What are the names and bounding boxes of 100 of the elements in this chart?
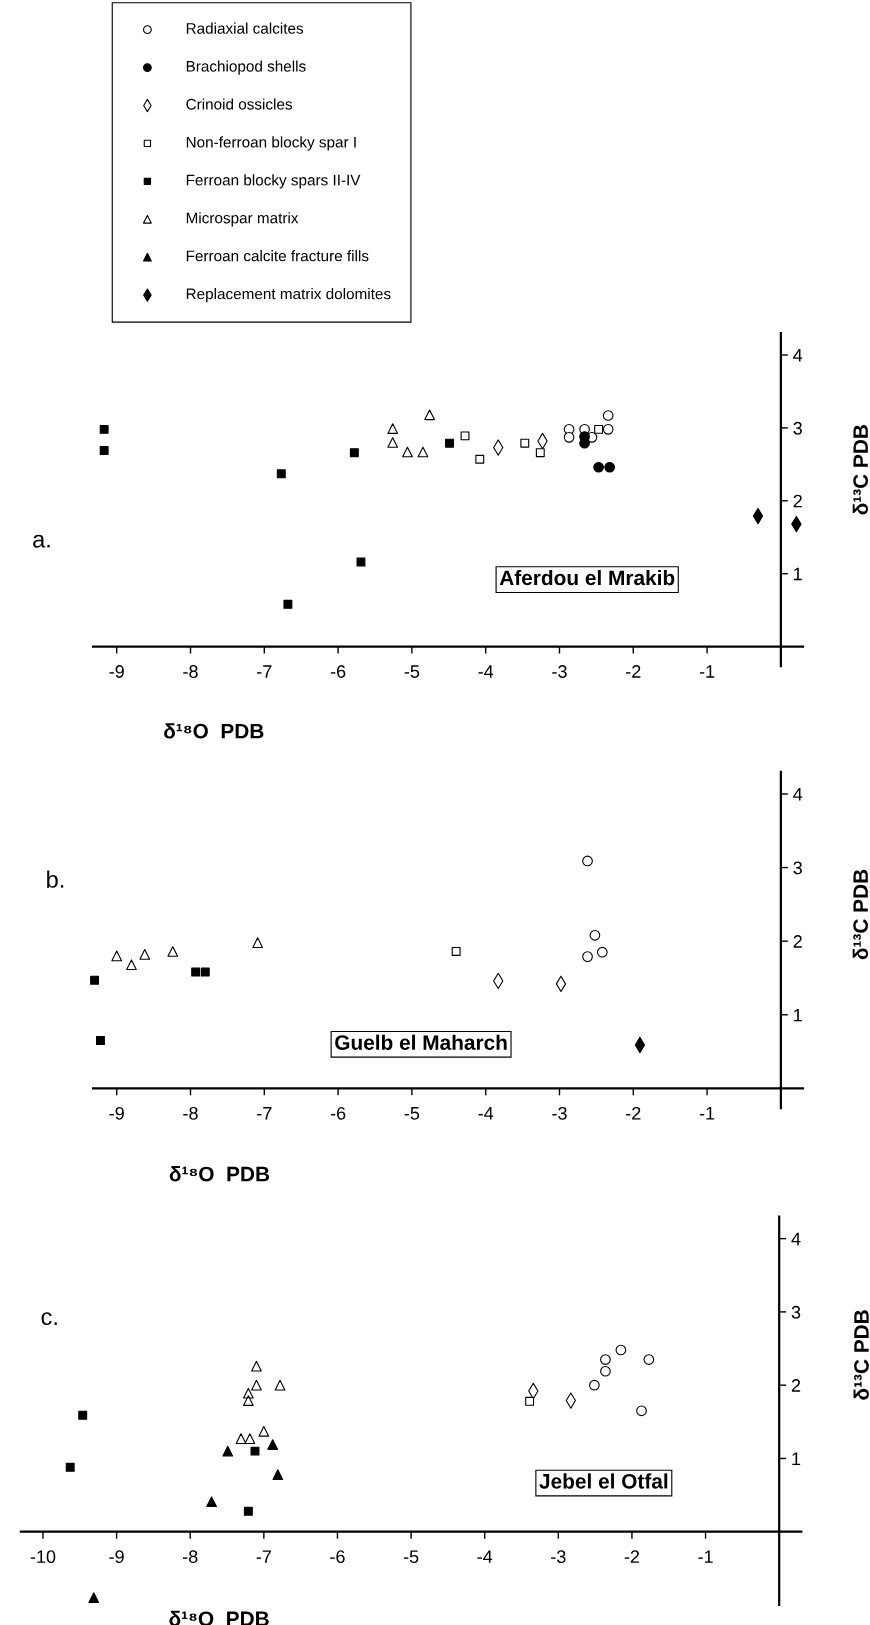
legend-label: Ferroan blocky spars II-IV <box>186 174 361 189</box>
point <box>99 446 109 455</box>
y-tick-label: 4 <box>793 788 803 801</box>
y-tick-label: 1 <box>794 1008 802 1022</box>
y-axis-title: δ¹³C PDB <box>853 1310 869 1400</box>
point <box>445 438 454 448</box>
x-tick-label: -7 <box>257 1107 272 1120</box>
x-tick-label: -10 <box>30 1550 56 1564</box>
point <box>126 959 137 971</box>
x-tick-label: -5 <box>403 1550 419 1564</box>
point <box>243 1395 254 1406</box>
annotation: Jebel el Otfal <box>539 1473 668 1489</box>
x-tick-label: -4 <box>477 1550 493 1563</box>
point <box>604 461 616 473</box>
y-tick-label: 2 <box>793 494 802 508</box>
legend-label: Radiaxial calcites <box>186 22 304 34</box>
legend-label: Brachiopod shells <box>186 60 306 75</box>
point <box>90 975 100 985</box>
point <box>589 929 601 941</box>
x-tick-label: -8 <box>183 665 198 678</box>
legend-label: Crinoid ossicles <box>186 98 293 110</box>
point <box>167 946 179 957</box>
x-tick-label: -9 <box>109 665 124 678</box>
x-tick-label: -4 <box>478 1107 494 1120</box>
point <box>596 946 608 958</box>
annotation: Aferdou el Mrakib <box>499 569 675 586</box>
point <box>602 423 614 435</box>
point <box>349 448 359 458</box>
y-tick-label: 3 <box>793 861 802 875</box>
y-tick-label: 1 <box>794 567 802 581</box>
point <box>594 424 604 434</box>
point <box>460 431 470 441</box>
x-tick-label: -6 <box>330 1106 346 1120</box>
x-axis-title: δ¹⁸O PDB <box>169 1166 270 1182</box>
point <box>600 1354 611 1365</box>
point <box>272 1469 284 1480</box>
y-tick-label: 2 <box>791 1379 801 1392</box>
point <box>475 454 485 464</box>
point <box>525 1396 535 1406</box>
point <box>78 1410 88 1420</box>
point <box>602 410 614 421</box>
x-tick-label: -8 <box>183 1106 198 1120</box>
point <box>643 1354 655 1365</box>
x-tick-label: -7 <box>256 1550 271 1563</box>
x-tick-label: -3 <box>552 665 567 678</box>
point <box>402 446 413 458</box>
x-axis-title: δ¹⁸O PDB <box>164 723 264 739</box>
x-tick-label: -2 <box>626 665 641 678</box>
x-tick-label: -7 <box>257 665 272 678</box>
legend-label: Ferroan calcite fracture fills <box>186 250 369 262</box>
y-tick-label: 3 <box>793 421 802 435</box>
x-tick-label: -2 <box>626 1106 641 1120</box>
point <box>250 1446 260 1456</box>
point <box>243 1506 253 1516</box>
point <box>582 951 593 962</box>
x-tick-label: -5 <box>404 1107 420 1120</box>
point <box>252 937 264 949</box>
x-tick-label: -9 <box>109 1550 124 1564</box>
point <box>417 446 429 458</box>
point <box>206 1496 217 1508</box>
point <box>244 1433 256 1445</box>
point <box>111 950 123 962</box>
point <box>520 438 530 448</box>
point <box>200 967 210 977</box>
y-tick-label: 4 <box>791 1232 801 1246</box>
point <box>65 1462 75 1472</box>
y-tick-label: 2 <box>793 935 802 948</box>
point <box>99 424 109 434</box>
point <box>274 1379 286 1391</box>
x-tick-label: -5 <box>404 665 420 678</box>
point <box>615 1344 627 1356</box>
x-tick-label: -2 <box>624 1550 640 1563</box>
x-tick-label: -4 <box>478 665 494 678</box>
point <box>258 1425 270 1437</box>
x-tick-label: -3 <box>552 1106 567 1120</box>
annotation: Guelb el Maharch <box>335 1034 507 1050</box>
annotation: c. <box>41 1312 57 1326</box>
x-tick-label: -9 <box>109 1106 124 1120</box>
point <box>251 1360 262 1372</box>
point <box>387 423 399 434</box>
legend-label: Non-ferroan blocky spar I <box>186 136 356 151</box>
point <box>582 855 593 867</box>
point <box>593 461 604 473</box>
point <box>424 409 435 421</box>
x-tick-label: -8 <box>182 1550 198 1564</box>
x-tick-label: -6 <box>330 1550 345 1564</box>
point <box>251 1379 262 1391</box>
point <box>96 1036 105 1045</box>
y-tick-label: 4 <box>793 349 803 362</box>
text: a. <box>33 534 50 548</box>
point <box>88 1592 100 1604</box>
text: b. <box>47 870 64 888</box>
y-tick-label: 3 <box>791 1305 801 1319</box>
x-tick-label: -1 <box>698 1550 713 1563</box>
x-tick-label: -1 <box>699 1107 715 1120</box>
point <box>387 437 399 448</box>
point <box>283 599 293 609</box>
point <box>139 949 151 960</box>
point <box>600 1365 611 1377</box>
point <box>636 1405 647 1417</box>
